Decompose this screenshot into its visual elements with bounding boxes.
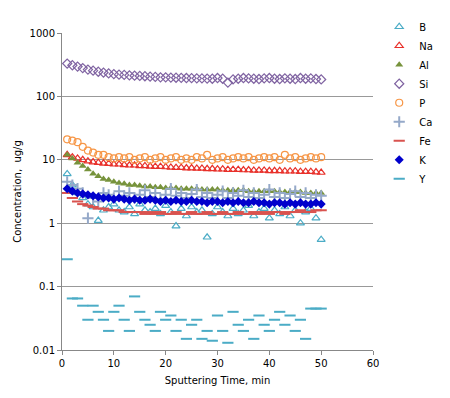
svg-text:1000: 1000 (30, 28, 55, 39)
svg-text:0.01: 0.01 (33, 345, 55, 356)
svg-text:0.1: 0.1 (39, 281, 55, 292)
svg-text:P: P (419, 98, 425, 109)
svg-text:30: 30 (211, 358, 224, 369)
svg-text:10: 10 (42, 154, 55, 165)
svg-text:Al: Al (419, 60, 429, 71)
svg-text:1: 1 (49, 218, 55, 229)
svg-text:Na: Na (419, 41, 433, 52)
svg-text:Sputtering Time, min: Sputtering Time, min (165, 375, 270, 386)
svg-text:Si: Si (419, 79, 428, 90)
svg-text:Ca: Ca (419, 117, 432, 128)
svg-text:0: 0 (59, 358, 65, 369)
svg-text:10: 10 (107, 358, 120, 369)
svg-text:K: K (419, 155, 426, 166)
svg-text:Y: Y (418, 174, 426, 185)
svg-text:20: 20 (159, 358, 172, 369)
svg-text:B: B (419, 22, 426, 33)
svg-text:50: 50 (315, 358, 328, 369)
svg-text:Fe: Fe (419, 136, 430, 147)
svg-text:100: 100 (36, 91, 55, 102)
svg-text:40: 40 (263, 358, 276, 369)
svg-text:Concentration, ug/g: Concentration, ug/g (12, 140, 23, 243)
svg-text:60: 60 (367, 358, 380, 369)
